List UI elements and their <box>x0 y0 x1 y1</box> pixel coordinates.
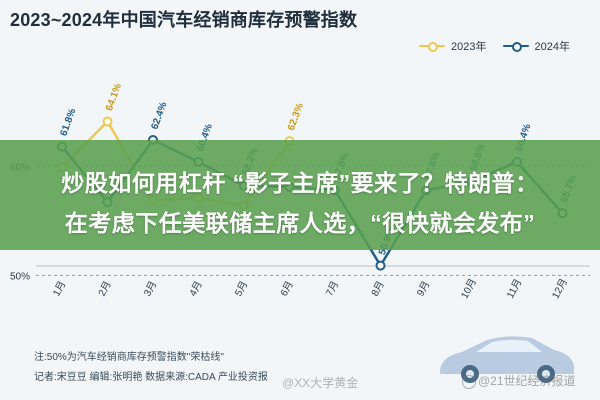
data-label: 64.1% <box>104 82 124 113</box>
x-tick-label: 10月 <box>459 276 480 300</box>
x-tick-label: 4月 <box>187 279 205 298</box>
watermark-left: @XX大学黄金 <box>282 376 359 390</box>
headline-line-1[interactable]: 炒股如何用杠杆 “影子主席”要来了？特朗普： <box>61 170 539 196</box>
data-label: 62.4% <box>149 101 169 132</box>
x-tick-label: 8月 <box>369 279 387 298</box>
footnote-threshold: 注:50%为汽车经销商库存预警指数"荣枯线" <box>34 352 224 363</box>
chart-legend: 2023年 2024年 <box>419 38 570 54</box>
x-tick-label: 3月 <box>141 279 159 298</box>
chart-title: 2023~2024年中国汽车经销商库存预警指数 <box>10 10 358 30</box>
data-point <box>102 116 113 127</box>
legend-item-2023: 2023年 <box>419 38 487 54</box>
data-point <box>375 260 386 271</box>
legend-item-2024: 2024年 <box>502 38 570 54</box>
footnote-credits: 记者:宋豆豆 编辑:张明艳 数据来源:CADA 产业投资报 <box>34 372 268 383</box>
legend-swatch-2023 <box>419 41 446 52</box>
x-tick-label: 9月 <box>414 279 432 298</box>
x-tick-label: 11月 <box>504 277 524 301</box>
x-tick-label: 7月 <box>323 279 341 298</box>
data-label: 62.3% <box>286 102 306 133</box>
x-tick-label: 6月 <box>278 279 296 298</box>
car-illustration <box>440 336 574 383</box>
watermark-logo-icon <box>462 374 476 389</box>
legend-label-2024: 2024年 <box>534 41 570 53</box>
y-tick-label: 50% <box>10 271 30 282</box>
legend-label-2023: 2023年 <box>451 41 487 53</box>
headline-line-2[interactable]: 在考虑下任美联储主席人选，“很快就会发布” <box>64 210 536 236</box>
x-tick-label: 5月 <box>232 279 250 298</box>
data-label: 61.8% <box>58 107 78 138</box>
watermark-right-text: @21世纪经济报道 <box>478 374 576 388</box>
x-tick-label: 12月 <box>550 276 571 300</box>
watermark-right: @21世纪经济报道 <box>462 372 576 389</box>
headline-overlay-band <box>0 140 600 250</box>
x-tick-label: 2月 <box>96 279 114 298</box>
legend-swatch-2024 <box>502 41 529 52</box>
x-tick-label: 1月 <box>50 279 68 298</box>
